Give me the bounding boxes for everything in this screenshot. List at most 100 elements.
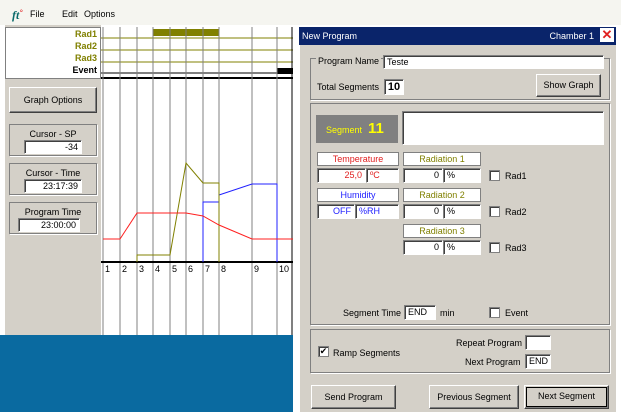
cursor-time-field: 23:17:39 [24,179,82,193]
send-program-button[interactable]: Send Program [311,385,396,409]
cursor-sp-label: Cursor - SP [29,129,77,139]
temperature-unit: ºC [366,168,399,183]
radiation3-input[interactable]: 0 [403,240,443,255]
channel-labels: Rad1 Rad2 Rad3 Event [5,27,101,79]
menu-file[interactable]: File [30,9,45,19]
next-segment-button[interactable]: Next Segment [524,385,609,409]
event-active-bar [277,68,293,74]
rad2-label: Rad2 [74,41,97,51]
dialog-titlebar[interactable]: New Program Chamber 1 ✕ [299,27,616,45]
rad3-checkbox-label: Rad3 [505,243,527,253]
total-segments-label: Total Segments [317,82,380,92]
repeat-program-label: Repeat Program [456,338,523,348]
segment-number: 9 [254,264,260,274]
rad1-label: Rad1 [74,29,97,39]
radiation2-label: Radiation 2 [419,190,465,200]
humidity-label-box: Humidity [317,188,399,202]
event-label: Event [72,65,97,75]
show-graph-button[interactable]: Show Graph [536,74,601,97]
program-time-field: 23:00:00 [18,218,80,232]
event-checkbox-label: Event [505,308,529,318]
radiation1-input[interactable]: 0 [403,168,443,183]
segment-group [310,103,610,325]
segment-description-input[interactable] [402,111,604,145]
previous-segment-button[interactable]: Previous Segment [429,385,519,409]
rad3-checkbox[interactable] [489,242,500,253]
segment-number: 10 [279,264,290,274]
radiation3-label-box: Radiation 3 [403,224,481,238]
segment-number: 2 [122,264,128,274]
menu-options-label: Options [84,9,116,19]
humidity-unit: %RH [355,204,399,219]
radiation1-unit: % [443,168,481,183]
program-name-label: Program Name [316,56,382,66]
segment-number: 4 [155,264,161,274]
cursor-sp-field: -34 [24,140,82,154]
chamber-label: Chamber 1 [549,31,594,41]
rad2-checkbox[interactable] [489,206,500,217]
segment-number: 3 [139,264,145,274]
radiation1-label-box: Radiation 1 [403,152,481,166]
rad2-checkbox-label: Rad2 [505,207,527,217]
segment-number: 7 [205,264,211,274]
previous-segment-label: Previous Segment [437,392,511,402]
temperature-input[interactable]: 25,0 [317,168,366,183]
next-program-label: Next Program [465,357,521,367]
segment-gridlines [102,27,293,335]
close-icon[interactable]: ✕ [600,27,614,42]
segment-number: 5 [172,264,178,274]
humidity-label: Humidity [340,190,376,200]
program-name-input[interactable]: Teste [383,55,604,69]
channel-rows [101,37,293,79]
graph-canvas [101,27,293,335]
radiation2-input[interactable]: 0 [403,204,443,219]
repeat-program-input[interactable] [525,335,551,350]
radiation1-label: Radiation 1 [419,154,465,164]
next-program-input[interactable]: END [525,354,551,369]
segment-label: Segment [326,125,363,135]
segment-time-label: Segment Time [343,308,402,318]
radiation-line [136,161,220,262]
radiation2-label-box: Radiation 2 [403,188,481,202]
segment-number: 1 [105,264,111,274]
menu-file-label: File [30,9,45,19]
desktop-background [0,335,293,412]
next-segment-label: Next Segment [537,391,596,401]
radiation3-unit: % [443,240,481,255]
rad3-label: Rad3 [74,53,97,63]
menu-edit-label: Edit [62,9,78,19]
show-graph-label: Show Graph [543,80,594,90]
temperature-label-box: Temperature [317,152,399,166]
menu-options[interactable]: Options [84,9,115,19]
temperature-line [103,212,293,240]
send-program-label: Send Program [324,392,383,402]
segment-number: 8 [221,264,227,274]
cursor-sp-group: Cursor - SP -34 [9,124,97,156]
humidity-input[interactable]: OFF [317,204,355,219]
program-time-label: Program Time [24,207,82,217]
program-time-group: Program Time 23:00:00 [9,202,97,234]
humidity-line [202,183,278,262]
app-logo-icon: ft° [12,8,23,22]
program-graph[interactable]: 1 2 3 4 5 6 7 8 9 10 [101,27,293,335]
segment-indicator: Segment 11 [316,115,398,143]
event-checkbox[interactable] [489,307,500,318]
rad1-checkbox-label: Rad1 [505,171,527,181]
menu-edit[interactable]: Edit [62,9,78,19]
segment-time-input[interactable]: END [404,305,436,320]
ramp-group [310,329,610,373]
segment-time-unit: min [440,308,455,318]
rad1-checkbox[interactable] [489,170,500,181]
segment-number-value: 11 [368,120,384,137]
temperature-label: Temperature [332,154,384,164]
dialog-title: New Program [302,31,358,41]
ramp-segments-checkbox[interactable]: ✔ [318,346,329,357]
menu-bar: ft° File Edit Options [0,0,621,25]
graph-options-label: Graph Options [23,95,83,105]
cursor-time-label: Cursor - Time [25,168,81,178]
radiation3-label: Radiation 3 [419,226,465,236]
segment-number: 6 [188,264,194,274]
total-segments-field: 10 [384,79,404,95]
graph-options-button[interactable]: Graph Options [9,87,97,113]
ramp-segments-label: Ramp Segments [333,348,401,358]
